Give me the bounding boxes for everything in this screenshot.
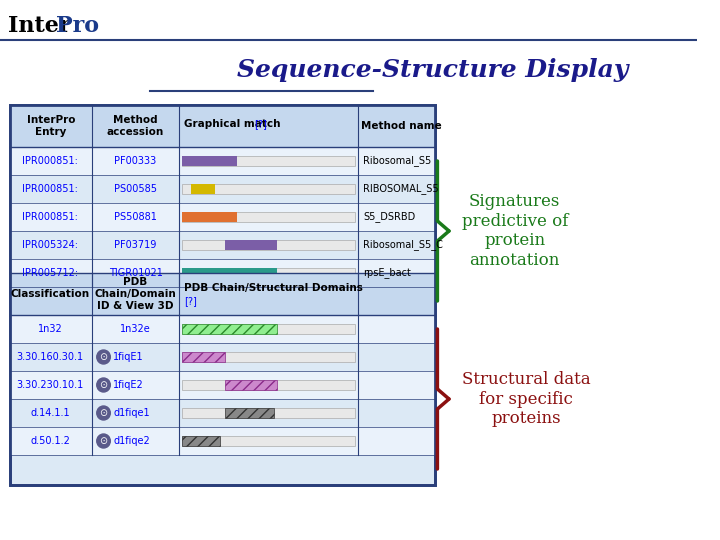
Text: 1n32e: 1n32e <box>120 324 151 334</box>
Text: TIGR01021: TIGR01021 <box>109 268 163 278</box>
Bar <box>9 105 436 485</box>
Bar <box>9 315 436 343</box>
Bar <box>182 268 277 278</box>
Bar <box>182 352 225 362</box>
Bar <box>182 380 355 390</box>
Bar <box>9 427 436 455</box>
Bar <box>182 408 355 418</box>
Bar <box>9 371 436 399</box>
Text: IPR005712:: IPR005712: <box>22 268 78 278</box>
Text: PF03719: PF03719 <box>114 240 157 250</box>
Bar <box>9 231 436 259</box>
Circle shape <box>96 406 110 420</box>
Text: [?]: [?] <box>254 119 267 129</box>
Bar <box>9 259 436 287</box>
Bar <box>9 175 436 203</box>
Text: d1fiqe2: d1fiqe2 <box>113 436 150 446</box>
Text: Ribosomal_S5: Ribosomal_S5 <box>363 156 431 166</box>
Text: 1fiqE1: 1fiqE1 <box>113 352 144 362</box>
Text: IPR000851:: IPR000851: <box>22 184 78 194</box>
Circle shape <box>96 378 110 392</box>
Bar <box>182 324 277 334</box>
Text: PS00585: PS00585 <box>114 184 157 194</box>
Text: IPR000851:: IPR000851: <box>22 156 78 166</box>
Text: Method
accession: Method accession <box>107 115 164 137</box>
Bar <box>9 343 436 371</box>
Bar <box>9 105 436 485</box>
Text: d1fiqe1: d1fiqe1 <box>113 408 150 418</box>
Text: 1n32: 1n32 <box>38 324 63 334</box>
Text: Pro: Pro <box>56 15 99 37</box>
Text: Ribosomal_S5_C: Ribosomal_S5_C <box>363 240 443 251</box>
Text: IPR000851:: IPR000851: <box>22 212 78 222</box>
Bar <box>9 399 436 427</box>
Bar <box>182 240 355 250</box>
Bar <box>9 273 436 315</box>
Bar <box>182 212 355 222</box>
Bar <box>225 408 274 418</box>
Text: rpsE_bact: rpsE_bact <box>363 267 411 279</box>
Text: ⊙: ⊙ <box>99 436 107 446</box>
Text: Classification: Classification <box>11 289 90 299</box>
Text: PDB Chain/Structural Domains: PDB Chain/Structural Domains <box>184 283 363 293</box>
Bar <box>9 105 436 147</box>
Bar <box>191 184 215 194</box>
Text: Sequence-Structure Display: Sequence-Structure Display <box>237 58 629 82</box>
Text: ⊙: ⊙ <box>99 408 107 418</box>
Text: 3.30.230.10.1: 3.30.230.10.1 <box>17 380 84 390</box>
Text: Graphical match: Graphical match <box>184 119 284 129</box>
Text: ⊙: ⊙ <box>99 352 107 362</box>
Bar <box>182 324 355 334</box>
Bar <box>9 147 436 175</box>
Circle shape <box>96 434 110 448</box>
Bar <box>225 380 277 390</box>
Bar <box>182 156 238 166</box>
Bar <box>9 203 436 231</box>
Text: Structural data
for specific
proteins: Structural data for specific proteins <box>462 371 590 427</box>
Text: RIBOSOMAL_S5: RIBOSOMAL_S5 <box>363 184 438 194</box>
Text: [?]: [?] <box>184 296 197 306</box>
Text: d.50.1.2: d.50.1.2 <box>30 436 71 446</box>
Text: S5_DSRBD: S5_DSRBD <box>363 212 415 222</box>
Bar <box>182 436 355 446</box>
Text: d.14.1.1: d.14.1.1 <box>30 408 70 418</box>
Bar <box>182 212 238 222</box>
Text: InterPro
Entry: InterPro Entry <box>27 115 75 137</box>
Text: IPR005324:: IPR005324: <box>22 240 78 250</box>
Text: 1fiqE2: 1fiqE2 <box>113 380 144 390</box>
Text: PF00333: PF00333 <box>114 156 157 166</box>
Text: PDB
Chain/Domain
ID & View 3D: PDB Chain/Domain ID & View 3D <box>94 278 176 310</box>
Text: 3.30.160.30.1: 3.30.160.30.1 <box>17 352 84 362</box>
Text: Inter: Inter <box>8 15 71 37</box>
Text: ⊙: ⊙ <box>99 380 107 390</box>
Bar <box>182 436 220 446</box>
Bar <box>225 240 277 250</box>
Text: Signatures
predictive of
protein
annotation: Signatures predictive of protein annotat… <box>462 193 568 269</box>
Bar <box>182 352 355 362</box>
Text: PS50881: PS50881 <box>114 212 157 222</box>
Bar <box>182 268 355 278</box>
Bar <box>182 184 355 194</box>
Circle shape <box>96 350 110 364</box>
Bar <box>182 156 355 166</box>
Text: Method name: Method name <box>361 121 442 131</box>
